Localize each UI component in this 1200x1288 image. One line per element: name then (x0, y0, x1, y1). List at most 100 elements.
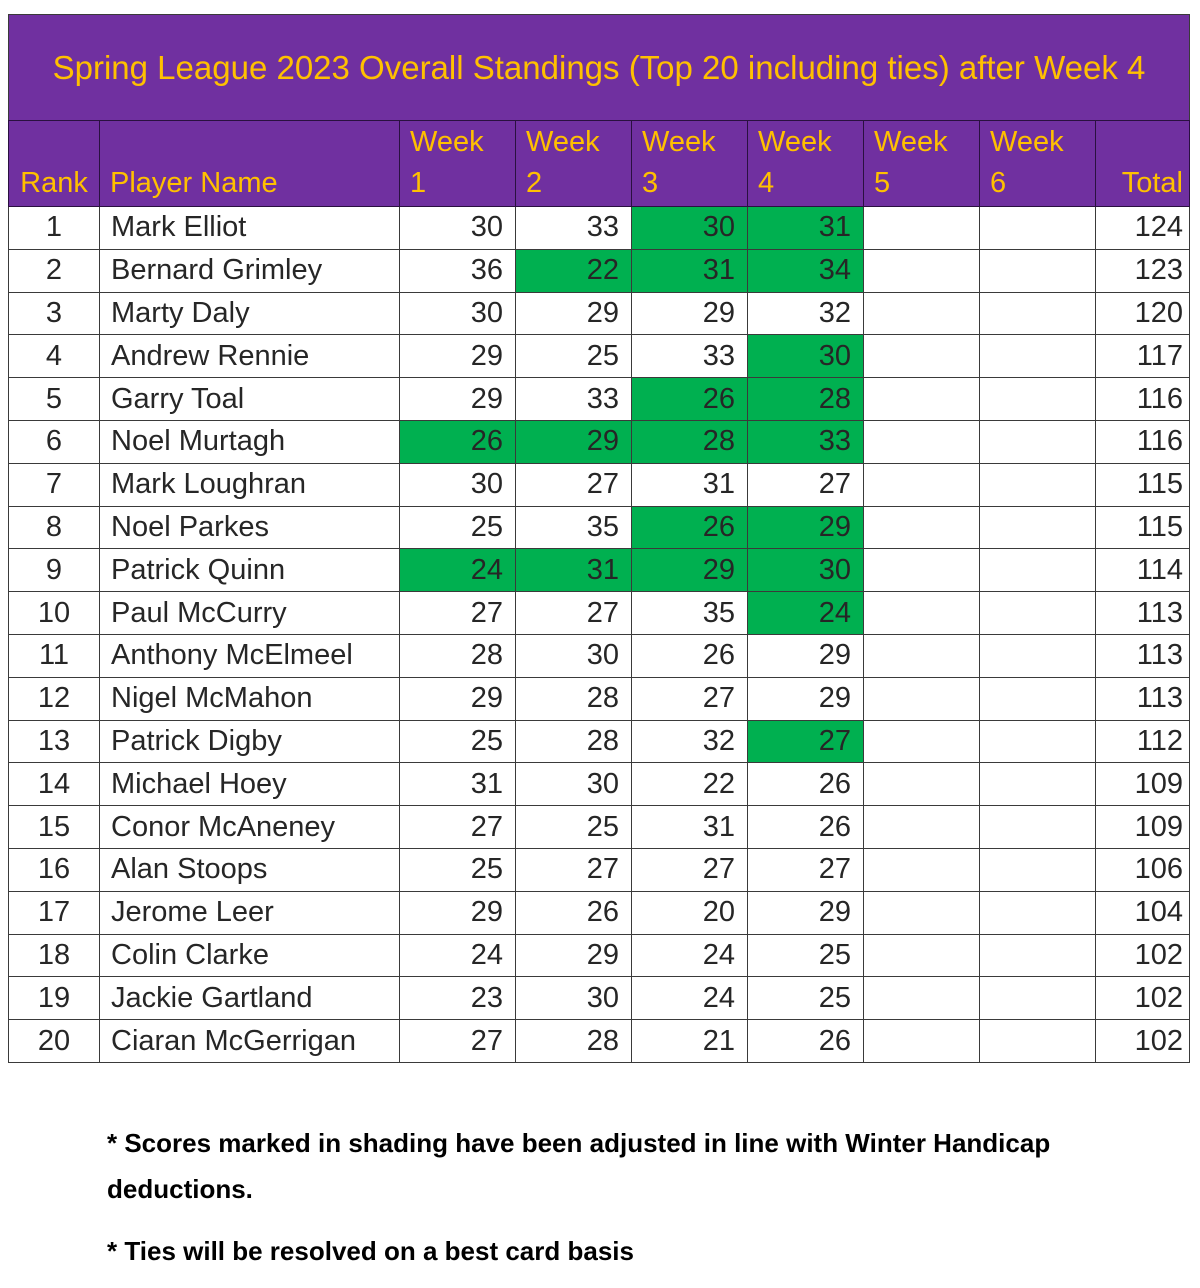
week-3-score-cell: 21 (631, 1019, 748, 1063)
table-row: 14 Michael Hoey 31 30 22 26 109 (8, 762, 1190, 807)
header-week-label: Week (758, 126, 832, 158)
week-1-score-cell: 29 (399, 334, 516, 379)
week-6-score-cell (979, 976, 1096, 1021)
header-week-number: 3 (642, 167, 659, 199)
total-cell: 112 (1095, 719, 1190, 764)
week-3-score-cell: 33 (631, 334, 748, 379)
week-3-score-cell: 26 (631, 633, 748, 678)
total-cell: 109 (1095, 762, 1190, 807)
rank-cell: 12 (8, 676, 100, 721)
total-cell: 114 (1095, 548, 1190, 593)
week-3-score-cell: 24 (631, 976, 748, 1021)
total-cell: 117 (1095, 334, 1190, 379)
week-4-score-cell: 27 (747, 719, 864, 764)
week-3-score-cell: 27 (631, 676, 748, 721)
player-name-cell: Noel Murtagh (99, 419, 400, 464)
week-1-score-cell: 29 (399, 676, 516, 721)
week-1-score-cell: 27 (399, 591, 516, 635)
player-name-cell: Conor McAneney (99, 805, 400, 849)
week-4-score-cell: 29 (747, 633, 864, 678)
week-5-score-cell (863, 505, 980, 550)
week-5-score-cell (863, 377, 980, 421)
total-cell: 115 (1095, 462, 1190, 507)
table-row: 1 Mark Elliot 30 33 30 31 124 (8, 206, 1190, 250)
header-week-number: 1 (410, 167, 427, 199)
week-6-score-cell (979, 591, 1096, 635)
week-3-score-cell: 31 (631, 248, 748, 293)
week-2-score-cell: 26 (515, 890, 632, 935)
week-5-score-cell (863, 419, 980, 464)
week-4-score-cell: 26 (747, 1019, 864, 1063)
week-6-score-cell (979, 676, 1096, 721)
table-row: 3 Marty Daly 30 29 29 32 120 (8, 291, 1190, 336)
header-total: Total (1095, 120, 1190, 207)
week-2-score-cell: 29 (515, 291, 632, 336)
rank-cell: 14 (8, 762, 100, 807)
week-5-score-cell (863, 1019, 980, 1063)
week-2-score-cell: 30 (515, 633, 632, 678)
week-6-score-cell (979, 462, 1096, 507)
rank-cell: 8 (8, 505, 100, 550)
rank-cell: 7 (8, 462, 100, 507)
header-week-3: Week 3 (631, 120, 748, 207)
week-2-score-cell: 28 (515, 676, 632, 721)
player-name-cell: Paul McCurry (99, 591, 400, 635)
player-name-cell: Colin Clarke (99, 933, 400, 978)
week-2-score-cell: 29 (515, 419, 632, 464)
week-5-score-cell (863, 976, 980, 1021)
week-4-score-cell: 25 (747, 933, 864, 978)
rank-cell: 3 (8, 291, 100, 336)
table-row: 18 Colin Clarke 24 29 24 25 102 (8, 933, 1190, 978)
table-row: 12 Nigel McMahon 29 28 27 29 113 (8, 676, 1190, 721)
week-2-score-cell: 28 (515, 719, 632, 764)
header-week-label: Week (410, 126, 484, 158)
total-cell: 102 (1095, 1019, 1190, 1063)
total-cell: 104 (1095, 890, 1190, 935)
week-6-score-cell (979, 334, 1096, 379)
player-name-cell: Andrew Rennie (99, 334, 400, 379)
rank-cell: 20 (8, 1019, 100, 1063)
rank-cell: 16 (8, 847, 100, 892)
table-row: 16 Alan Stoops 25 27 27 27 106 (8, 847, 1190, 892)
header-week-label: Week (526, 126, 600, 158)
header-week-1: Week 1 (399, 120, 516, 207)
player-name-cell: Marty Daly (99, 291, 400, 336)
week-2-score-cell: 27 (515, 591, 632, 635)
week-1-score-cell: 28 (399, 633, 516, 678)
week-5-score-cell (863, 633, 980, 678)
week-2-score-cell: 33 (515, 377, 632, 421)
week-1-score-cell: 30 (399, 206, 516, 250)
week-1-score-cell: 26 (399, 419, 516, 464)
week-6-score-cell (979, 505, 1096, 550)
total-cell: 102 (1095, 976, 1190, 1021)
column-header-row: Rank Player Name Week 1 Week 2 Week 3 Week 4… (8, 120, 1190, 207)
table-row: 15 Conor McAneney 27 25 31 26 109 (8, 805, 1190, 849)
week-5-score-cell (863, 762, 980, 807)
total-cell: 123 (1095, 248, 1190, 293)
week-3-score-cell: 31 (631, 805, 748, 849)
week-3-score-cell: 24 (631, 933, 748, 978)
week-2-score-cell: 28 (515, 1019, 632, 1063)
week-2-score-cell: 25 (515, 805, 632, 849)
week-3-score-cell: 28 (631, 419, 748, 464)
total-cell: 106 (1095, 847, 1190, 892)
rank-cell: 2 (8, 248, 100, 293)
week-6-score-cell (979, 291, 1096, 336)
rank-cell: 15 (8, 805, 100, 849)
week-1-score-cell: 29 (399, 377, 516, 421)
week-1-score-cell: 30 (399, 462, 516, 507)
week-5-score-cell (863, 676, 980, 721)
header-week-4: Week 4 (747, 120, 864, 207)
week-1-score-cell: 25 (399, 847, 516, 892)
header-week-label: Week (874, 126, 948, 158)
week-5-score-cell (863, 719, 980, 764)
player-name-cell: Mark Loughran (99, 462, 400, 507)
standings-body: 1 Mark Elliot 30 33 30 31 124 2 Bernard Grimley 3… (8, 206, 1190, 1063)
week-4-score-cell: 27 (747, 462, 864, 507)
footnote-shading: * Scores marked in shading have been adj… (107, 1128, 1051, 1204)
week-1-score-cell: 30 (399, 291, 516, 336)
total-cell: 124 (1095, 206, 1190, 250)
week-1-score-cell: 25 (399, 505, 516, 550)
player-name-cell: Nigel McMahon (99, 676, 400, 721)
week-2-score-cell: 29 (515, 933, 632, 978)
